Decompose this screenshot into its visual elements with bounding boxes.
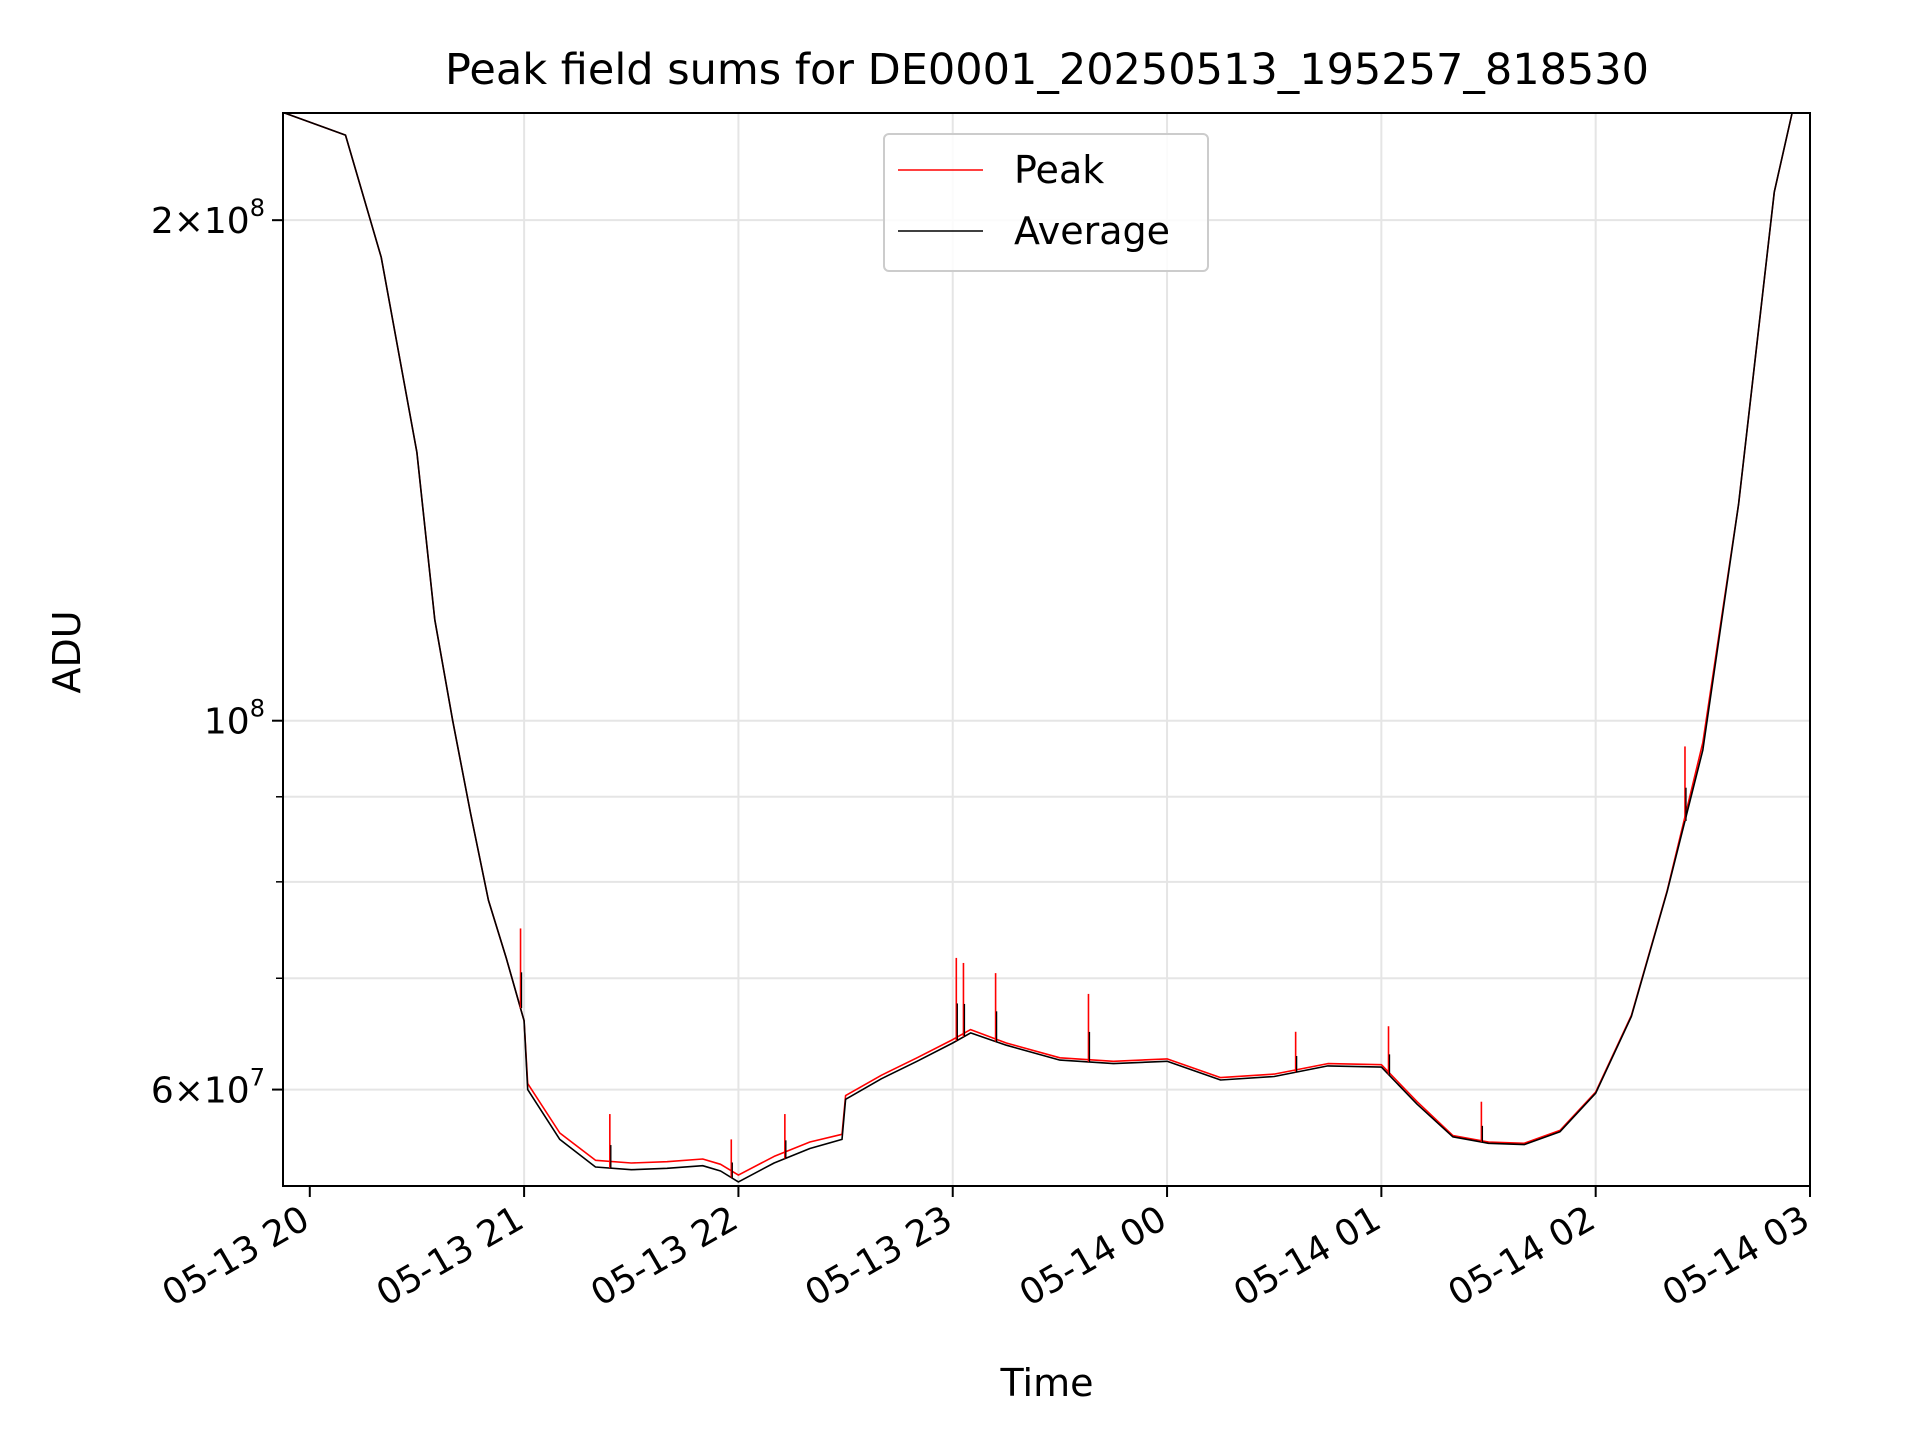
series-lines (284, 112, 1793, 1183)
x-axis-label: Time (1000, 1361, 1094, 1405)
chart-title: Peak field sums for DE0001_20250513_1952… (445, 45, 1649, 95)
y-tick-label: 108 (204, 695, 265, 743)
legend-label-peak: Peak (1014, 148, 1104, 192)
y-tick-text: × (174, 201, 204, 242)
y-tick-text: × (174, 1071, 204, 1112)
y-tick-text: 2 (151, 201, 174, 242)
plot-area-frame (282, 112, 1811, 1187)
legend-label-average: Average (1014, 209, 1170, 253)
y-tick-exponent: 8 (250, 695, 265, 723)
y-tick-text: 10 (204, 1071, 250, 1112)
y-tick-label: 2×108 (151, 194, 265, 242)
legend-box (883, 133, 1209, 272)
y-tick-text: 10 (204, 702, 250, 743)
y-tick-exponent: 7 (250, 1064, 265, 1092)
series-line-average (284, 112, 1793, 1183)
y-tick-label: 6×107 (151, 1064, 265, 1112)
y-tick-exponent: 8 (250, 194, 265, 222)
grid (283, 113, 1810, 1186)
y-axis-label: ADU (45, 610, 89, 693)
y-tick-text: 6 (151, 1071, 174, 1112)
y-tick-text: 10 (204, 201, 250, 242)
legend: Peak Average (883, 133, 1209, 272)
